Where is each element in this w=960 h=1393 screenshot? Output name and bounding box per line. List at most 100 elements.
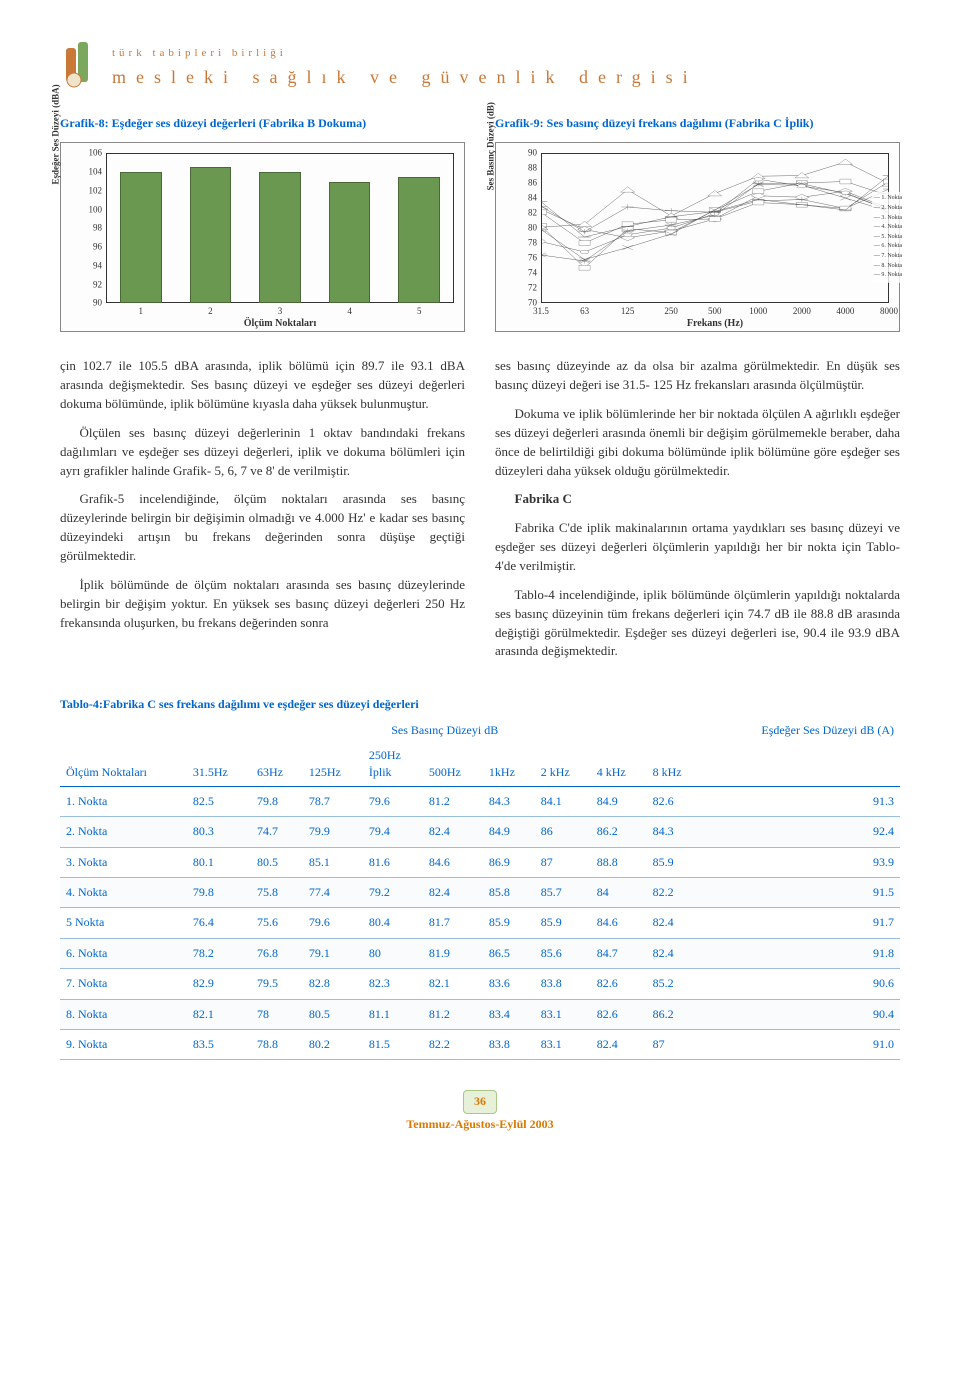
page-number: 36 (463, 1090, 497, 1113)
table-cell: 82.1 (423, 969, 483, 999)
table-cell: 84.3 (647, 817, 703, 847)
table-cell: 83.8 (483, 1029, 535, 1059)
chart-8-bar (329, 182, 371, 304)
chart-9-title: Grafik-9: Ses basınç düzeyi frekans dağı… (495, 115, 900, 132)
table-col-header: 63Hz (251, 743, 303, 786)
table-cell: 5 Nokta (60, 908, 187, 938)
table-cell: 87 (535, 847, 591, 877)
table-cell: 9. Nokta (60, 1029, 187, 1059)
table-cell: 82.8 (303, 969, 363, 999)
table-cell: 78.8 (251, 1029, 303, 1059)
table-row: 5 Nokta76.475.679.680.481.785.985.984.68… (60, 908, 900, 938)
table-cell: 79.6 (303, 908, 363, 938)
table-cell: 80.5 (251, 847, 303, 877)
chart-8-title: Grafik-8: Eşdeğer ses düzeyi değerleri (… (60, 115, 465, 132)
table-cell: 77.4 (303, 877, 363, 907)
table-cell: 82.3 (363, 969, 423, 999)
table-cell: 85.1 (303, 847, 363, 877)
table-4-title: Tablo-4:Fabrika C ses frekans dağılımı v… (60, 696, 900, 713)
table-cell: 83.4 (483, 999, 535, 1029)
table-cell: 87 (647, 1029, 703, 1059)
body-paragraph: Fabrika C'de iplik makinalarının ortama … (495, 519, 900, 576)
table-cell: 80.4 (363, 908, 423, 938)
page-footer: 36 Temmuz-Ağustos-Eylül 2003 (60, 1090, 900, 1133)
table-4: Ses Basınç Düzeyi dBEşdeğer Ses Düzeyi d… (60, 718, 900, 1061)
table-cell: 83.5 (187, 1029, 251, 1059)
header-title: mesleki sağlık ve güvenlik dergisi (112, 64, 900, 90)
table-cell: 85.9 (483, 908, 535, 938)
body-paragraph: Tablo-4 incelendiğinde, iplik bölümünde … (495, 586, 900, 661)
table-cell: 86.2 (591, 817, 647, 847)
body-paragraph: ses basınç düzeyinde az da olsa bir azal… (495, 357, 900, 395)
table-col-header: 125Hz (303, 743, 363, 786)
table-cell: 84 (591, 877, 647, 907)
table-cell: 1. Nokta (60, 786, 187, 816)
body-paragraph: Fabrika C (495, 490, 900, 509)
table-cell: 80.5 (303, 999, 363, 1029)
table-cell: 79.4 (363, 817, 423, 847)
table-cell: 85.9 (647, 847, 703, 877)
table-cell: 84.3 (483, 786, 535, 816)
table-row: 1. Nokta82.579.878.779.681.284.384.184.9… (60, 786, 900, 816)
table-cell: 86 (535, 817, 591, 847)
table-cell: 93.9 (703, 847, 900, 877)
table-4-section: Tablo-4:Fabrika C ses frekans dağılımı v… (60, 696, 900, 1060)
table-cell: 83.8 (535, 969, 591, 999)
table-cell: 81.6 (363, 847, 423, 877)
journal-header: türk tabipleri birliği mesleki sağlık ve… (60, 40, 900, 90)
table-col-header: Ölçüm Noktaları (60, 743, 187, 786)
table-col-header: 500Hz (423, 743, 483, 786)
table-cell: 82.4 (647, 938, 703, 968)
table-cell: 80 (363, 938, 423, 968)
table-cell: 79.2 (363, 877, 423, 907)
table-row: 3. Nokta80.180.585.181.684.686.98788.885… (60, 847, 900, 877)
body-paragraph: çin 102.7 ile 105.5 dBA arasında, iplik … (60, 357, 465, 414)
table-cell: 4. Nokta (60, 877, 187, 907)
table-cell: 83.1 (535, 999, 591, 1029)
table-cell: 92.4 (703, 817, 900, 847)
body-paragraph: Grafik-5 incelendiğinde, ölçüm noktaları… (60, 490, 465, 565)
table-cell: 76.8 (251, 938, 303, 968)
table-cell: 79.8 (251, 786, 303, 816)
table-cell: 75.6 (251, 908, 303, 938)
table-cell: 91.5 (703, 877, 900, 907)
left-column: çin 102.7 ile 105.5 dBA arasında, iplik … (60, 357, 465, 671)
table-row: 7. Nokta82.979.582.882.382.183.683.882.6… (60, 969, 900, 999)
table-cell: 81.2 (423, 786, 483, 816)
table-cell: 82.5 (187, 786, 251, 816)
table-cell: 88.8 (591, 847, 647, 877)
table-cell: 82.6 (647, 786, 703, 816)
table-cell: 90.6 (703, 969, 900, 999)
table-cell: 82.4 (647, 908, 703, 938)
chart-9-panel: Grafik-9: Ses basınç düzeyi frekans dağı… (495, 115, 900, 332)
table-cell: 91.3 (703, 786, 900, 816)
table-cell: 79.8 (187, 877, 251, 907)
table-4-title-text: Tablo-4:Fabrika C ses frekans dağılımı v… (60, 697, 419, 711)
table-cell: 82.4 (423, 817, 483, 847)
table-cell: 79.9 (303, 817, 363, 847)
table-row: 4. Nokta79.875.877.479.282.485.885.78482… (60, 877, 900, 907)
body-columns: çin 102.7 ile 105.5 dBA arasında, iplik … (60, 357, 900, 671)
table-cell: 84.6 (423, 847, 483, 877)
header-subtitle: türk tabipleri birliği (112, 46, 900, 62)
chart-8-bar (398, 177, 440, 304)
table-col-header: 1kHz (483, 743, 535, 786)
table-col-header: 4 kHz (591, 743, 647, 786)
table-cell: 83.6 (483, 969, 535, 999)
table-cell: 81.1 (363, 999, 423, 1029)
table-cell: 74.7 (251, 817, 303, 847)
table-col-header: 2 kHz (535, 743, 591, 786)
table-cell: 78.7 (303, 786, 363, 816)
table-cell: 91.7 (703, 908, 900, 938)
table-cell: 86.5 (483, 938, 535, 968)
table-col-header: 31.5Hz (187, 743, 251, 786)
table-cell: 82.6 (591, 999, 647, 1029)
chart-9-ylabel: Ses Basınç Düzeyi (dB) (484, 103, 497, 191)
chart-8-bar (190, 167, 232, 303)
table-cell: 81.7 (423, 908, 483, 938)
table-cell: 91.8 (703, 938, 900, 968)
table-cell: 91.0 (703, 1029, 900, 1059)
chart-9-box: Ses Basınç Düzeyi (dB) 70727476788082848… (495, 142, 900, 332)
table-cell: 7. Nokta (60, 969, 187, 999)
table-cell: 80.3 (187, 817, 251, 847)
